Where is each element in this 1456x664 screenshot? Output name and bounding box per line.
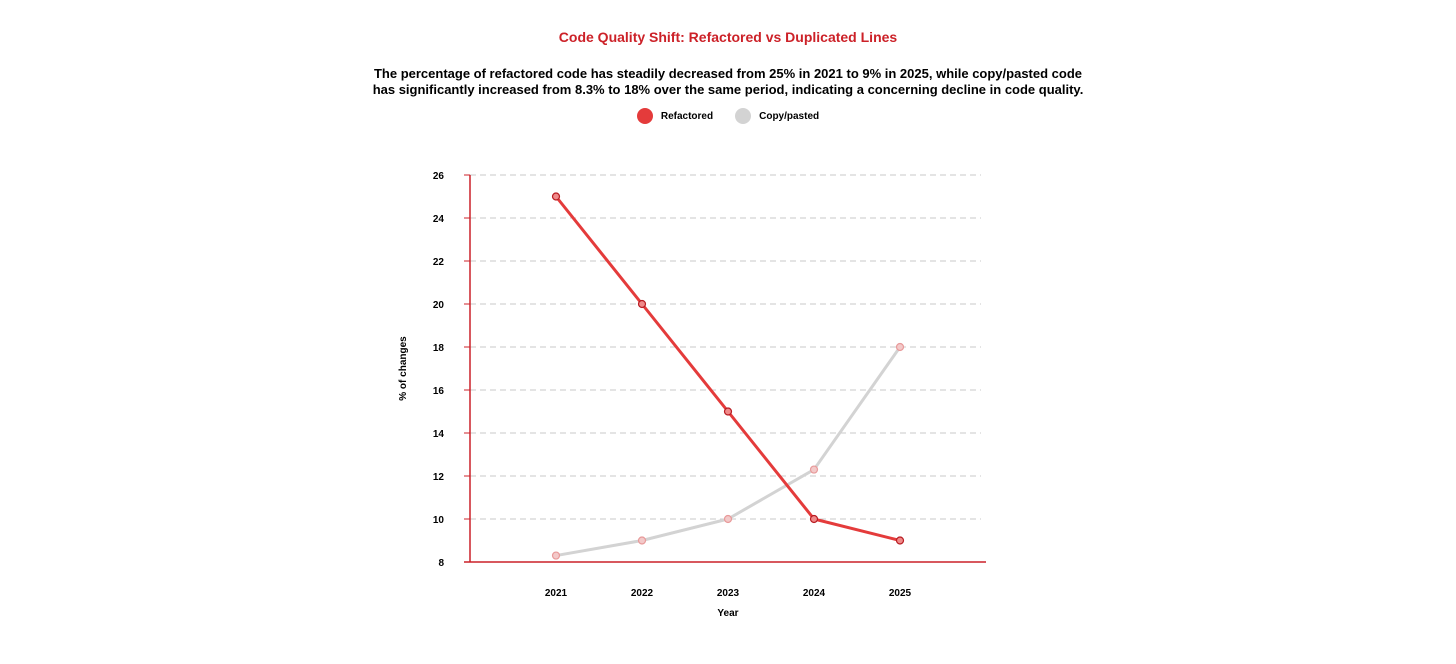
chart-title: Code Quality Shift: Refactored vs Duplic… (558, 29, 898, 45)
x-tick-label-2025: 2025 (889, 588, 912, 599)
x-tick-label-2023: 2023 (717, 588, 740, 599)
x-tick-label-2022: 2022 (631, 588, 654, 599)
point-refactored-2024 (809, 514, 819, 524)
y-tick-label-24: 24 (433, 214, 445, 225)
point-refactored-2025 (895, 536, 905, 545)
point-copy-pasted-2024 (809, 465, 819, 474)
y-tick-label-8: 8 (438, 558, 444, 569)
legend-item-refactored[interactable]: Refactored (636, 108, 714, 124)
y-axis-title: % of changes (398, 336, 409, 401)
y-tick-label-10: 10 (433, 515, 445, 526)
point-copy-pasted-2023 (723, 514, 733, 524)
point-copy-pasted-2025 (895, 342, 905, 352)
point-copy-pasted-2021 (551, 551, 561, 560)
legend: Refactored Copy/pasted (0, 108, 1456, 124)
point-refactored-2022 (637, 299, 647, 309)
legend-item-copy-pasted[interactable]: Copy/pasted (735, 108, 819, 124)
point-copy-pasted-2022 (637, 536, 647, 545)
y-tick-label-16: 16 (433, 386, 445, 397)
legend-swatch-copy-pasted (735, 108, 752, 124)
chart-subtitle: The percentage of refactored code has st… (372, 66, 1084, 97)
x-tick-label-2021: 2021 (545, 588, 568, 599)
y-tick-label-18: 18 (433, 343, 445, 354)
x-tick-label-2024: 2024 (803, 588, 826, 599)
series-line-copy-pasted (554, 345, 902, 558)
x-axis-title: Year (717, 608, 738, 619)
point-refactored-2021 (551, 192, 561, 201)
legend-swatch-refactored (636, 108, 653, 124)
y-tick-label-26: 26 (433, 171, 445, 182)
y-tick-label-22: 22 (433, 257, 445, 268)
y-tick-label-14: 14 (433, 429, 445, 440)
series-line-refactored (554, 195, 902, 542)
point-refactored-2023 (723, 407, 733, 416)
legend-label-copy-pasted: Copy/pasted (759, 110, 820, 122)
legend-label-refactored: Refactored (660, 110, 714, 122)
y-tick-label-12: 12 (433, 472, 445, 483)
y-tick-label-20: 20 (433, 300, 445, 311)
